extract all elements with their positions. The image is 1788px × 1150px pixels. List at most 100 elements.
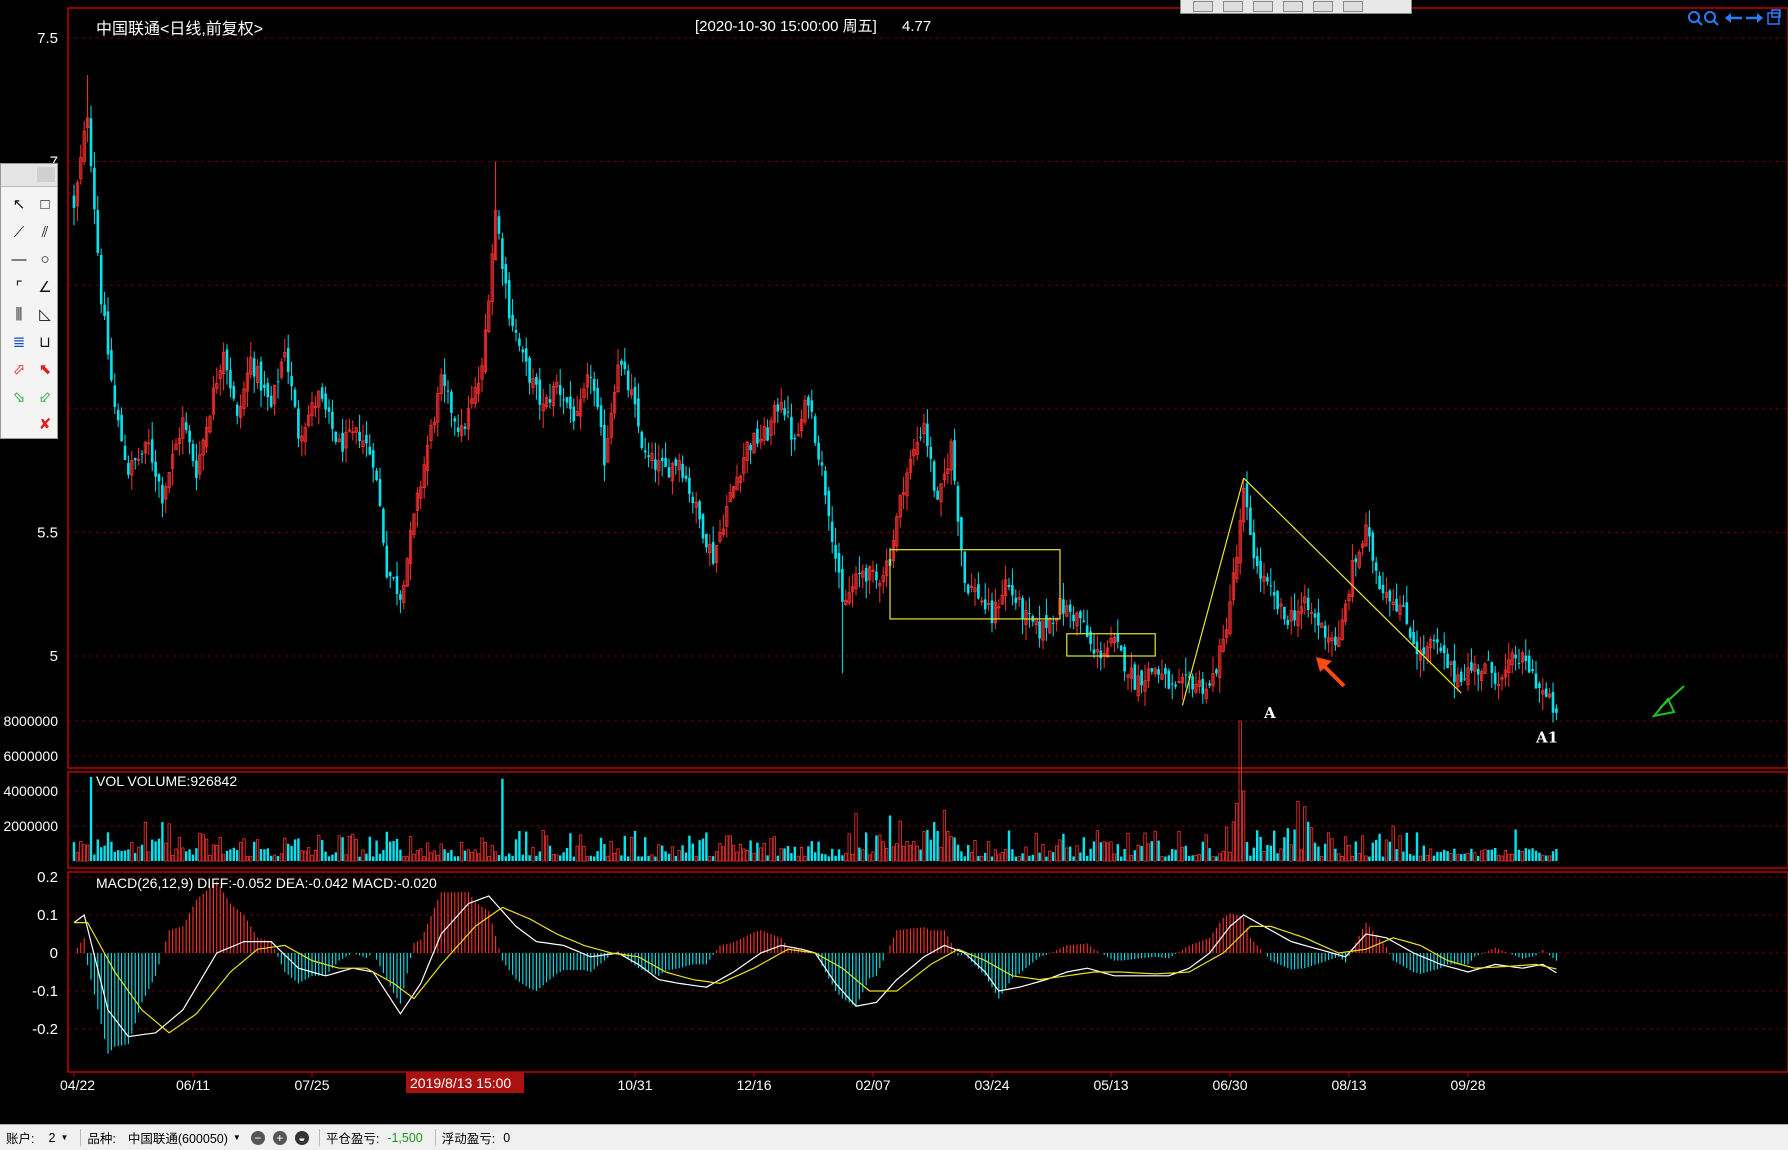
drawing-toolbar-close-button[interactable] bbox=[37, 167, 55, 182]
volume-bar bbox=[425, 842, 430, 862]
candle bbox=[1038, 605, 1041, 648]
volume-bar bbox=[204, 838, 209, 862]
fibonacci-icon[interactable]: ≣ bbox=[12, 333, 26, 351]
zoom-out-button-icon[interactable]: − bbox=[250, 1130, 265, 1145]
volume-bar bbox=[1164, 856, 1167, 861]
candle bbox=[1412, 619, 1415, 645]
rectangle-icon[interactable]: □ bbox=[40, 196, 50, 213]
symbol-field[interactable]: 品种: 中国联通(600050) ▼ bbox=[87, 1128, 240, 1147]
drawing-toolbar-header[interactable] bbox=[1, 164, 57, 187]
top-tool-button-5[interactable] bbox=[1313, 1, 1333, 12]
volume-bar bbox=[198, 833, 202, 862]
candle bbox=[667, 458, 671, 479]
red-annotation-arrow bbox=[1316, 657, 1346, 688]
candle bbox=[756, 420, 759, 448]
candle bbox=[399, 590, 402, 614]
zoom-in-button-icon[interactable]: + bbox=[272, 1130, 287, 1145]
volume-bar bbox=[1456, 854, 1460, 862]
candle bbox=[633, 377, 637, 418]
volume-bar bbox=[1344, 836, 1348, 862]
candle bbox=[752, 432, 756, 454]
volume-bar bbox=[661, 845, 664, 861]
candle bbox=[347, 418, 352, 433]
volume-bar bbox=[1238, 720, 1242, 862]
period-icon[interactable]: ⊔ bbox=[39, 333, 51, 351]
candle bbox=[1279, 597, 1283, 620]
volume-bar bbox=[1449, 852, 1453, 862]
volume-bar bbox=[96, 839, 99, 861]
candle bbox=[824, 466, 827, 505]
volume-bar bbox=[814, 852, 817, 861]
candle bbox=[1133, 661, 1137, 691]
top-toolbar-fragment[interactable] bbox=[1180, 0, 1412, 14]
volume-bar bbox=[306, 847, 311, 862]
candle bbox=[130, 451, 134, 490]
volume-title: VOL VOLUME:926842 bbox=[96, 773, 237, 789]
volume-bar bbox=[1007, 830, 1011, 861]
ellipse-icon[interactable]: ○ bbox=[40, 251, 50, 268]
nav-icons[interactable] bbox=[1688, 9, 1781, 26]
zoom-out-icon[interactable] bbox=[1704, 11, 1719, 26]
volume-tick-label: 2000000 bbox=[3, 818, 58, 834]
line-segment-icon[interactable]: ⟋ bbox=[13, 223, 25, 241]
top-tool-button-1[interactable] bbox=[1193, 1, 1213, 12]
angle-icon[interactable]: ∠ bbox=[38, 278, 52, 296]
price-tick-label: 5 bbox=[50, 648, 58, 665]
zoom-in-icon[interactable] bbox=[1688, 11, 1703, 26]
candle bbox=[1520, 650, 1524, 675]
symbol-dropdown-icon[interactable]: ▼ bbox=[232, 1133, 241, 1142]
arrow-left-icon[interactable] bbox=[1725, 13, 1742, 23]
volume-bar bbox=[89, 777, 93, 861]
volume-bar bbox=[1480, 850, 1484, 862]
candle bbox=[365, 421, 368, 457]
down-arrow-green-icon[interactable]: ⬂ bbox=[12, 388, 26, 406]
candle bbox=[238, 394, 243, 429]
candle bbox=[1493, 665, 1497, 691]
account-field[interactable]: 账户: 2 ▼ bbox=[6, 1128, 68, 1147]
top-tool-button-2[interactable] bbox=[1223, 1, 1243, 12]
ray-icon[interactable]: ⌜ bbox=[15, 278, 23, 296]
candle bbox=[211, 375, 215, 421]
pointer-arrow-icon[interactable]: ↖ bbox=[12, 196, 26, 213]
candle bbox=[269, 385, 273, 409]
candle bbox=[1180, 672, 1184, 701]
candle bbox=[1007, 577, 1011, 591]
drawing-tools-grid[interactable]: ↖ □ ⟋ ⫽ — ○ ⌜ ∠ ⫼ ◺ ≣ ⊔ ⬀ ⬉ ⬂ ⬃ ✘ bbox=[1, 187, 57, 439]
delete-icon[interactable]: ✘ bbox=[38, 416, 52, 433]
up-arrow-green-icon[interactable]: ⬃ bbox=[38, 388, 52, 406]
horizontal-line-icon[interactable]: — bbox=[11, 251, 27, 268]
candle bbox=[453, 415, 457, 436]
volume-bar bbox=[1191, 855, 1194, 861]
symbol-value[interactable]: 中国联通(600050) bbox=[127, 1132, 228, 1146]
volume-bar bbox=[834, 855, 837, 861]
drawing-toolbar[interactable]: ↖ □ ⟋ ⫽ — ○ ⌜ ∠ ⫼ ◺ ≣ ⊔ ⬀ ⬉ ⬂ ⬃ ✘ bbox=[0, 163, 58, 439]
down-arrow-red-icon[interactable]: ⬉ bbox=[38, 361, 52, 378]
up-arrow-red-icon[interactable]: ⬀ bbox=[12, 361, 26, 378]
account-dropdown-icon[interactable]: ▼ bbox=[60, 1133, 69, 1142]
account-value[interactable]: 2 bbox=[48, 1130, 56, 1145]
top-tool-button-3[interactable] bbox=[1253, 1, 1273, 12]
volume-bar bbox=[1038, 852, 1041, 861]
candle bbox=[1323, 620, 1327, 650]
candle bbox=[861, 564, 865, 589]
volume-bar bbox=[878, 834, 882, 862]
top-tool-button-6[interactable] bbox=[1343, 1, 1363, 12]
top-tool-button-4[interactable] bbox=[1283, 1, 1303, 12]
sunglasses-icon[interactable]: ◒ bbox=[294, 1130, 309, 1145]
candle bbox=[1085, 610, 1089, 638]
arrow-right-icon[interactable] bbox=[1746, 13, 1763, 23]
candle bbox=[1160, 659, 1164, 681]
candle bbox=[1293, 593, 1296, 627]
blank-slot-icon[interactable] bbox=[6, 411, 32, 439]
vertical-lines-icon[interactable]: ⫼ bbox=[15, 306, 23, 323]
window-icon[interactable] bbox=[1767, 9, 1781, 25]
candle bbox=[436, 386, 440, 437]
candle bbox=[688, 467, 691, 503]
fan-icon[interactable]: ◺ bbox=[39, 306, 51, 323]
volume-bar bbox=[1293, 829, 1296, 861]
candle bbox=[1357, 549, 1361, 570]
parallel-lines-icon[interactable]: ⫽ bbox=[41, 223, 49, 241]
candle bbox=[1381, 571, 1385, 601]
candle bbox=[1459, 668, 1463, 687]
